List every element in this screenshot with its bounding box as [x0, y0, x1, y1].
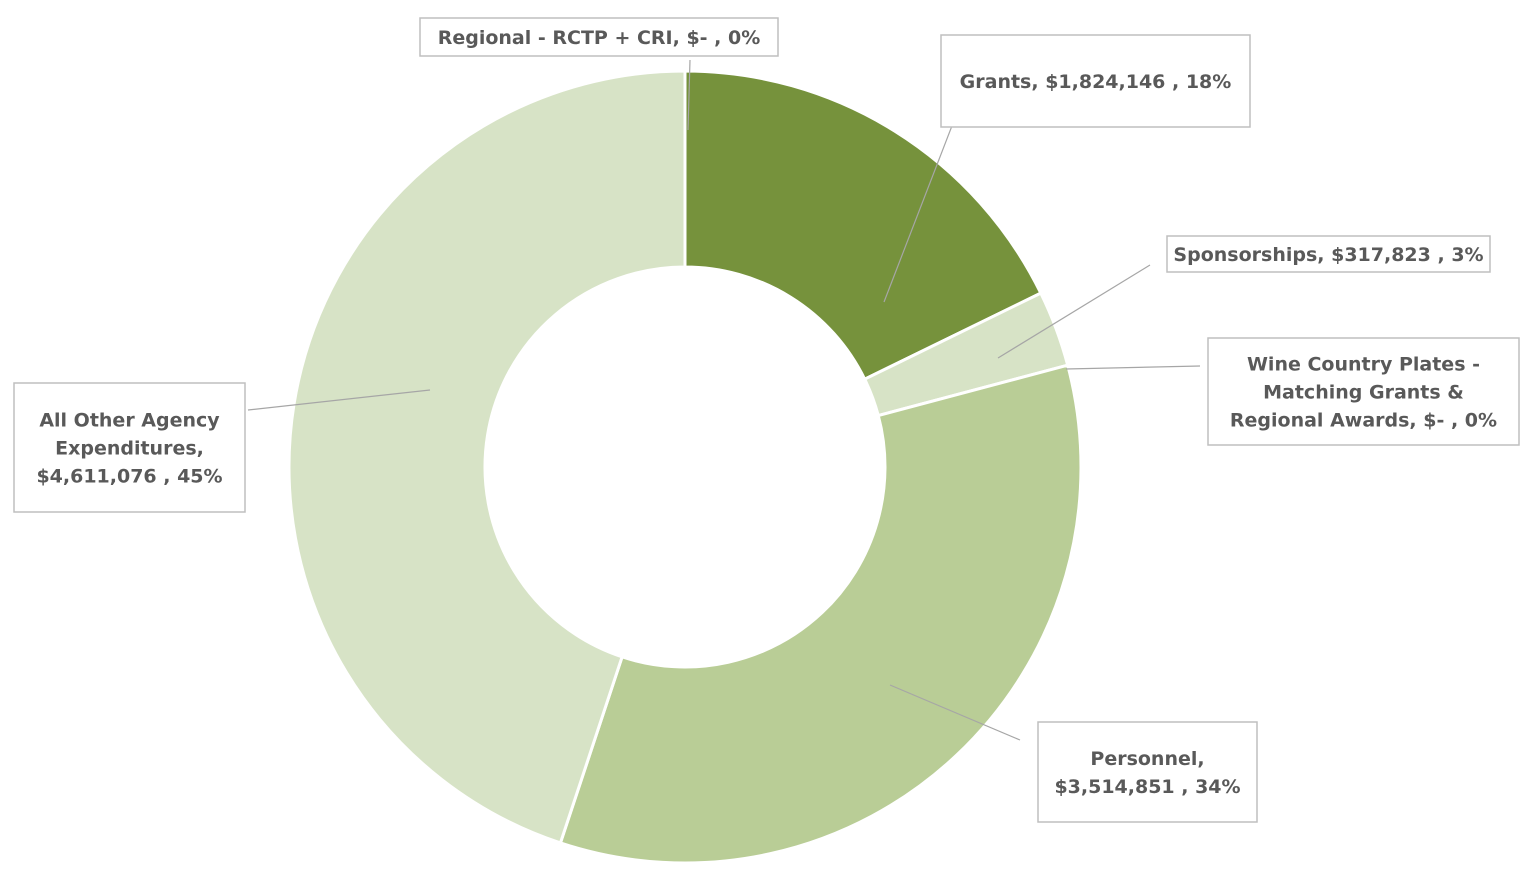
slice-all-other-agency-expenditures — [287, 69, 687, 845]
leader-line — [247, 389, 431, 411]
data-label: Personnel, $3,514,851 , 34% — [1037, 721, 1258, 823]
data-label-text: Wine Country Plates - — [1247, 354, 1480, 376]
slice-grants — [683, 69, 1043, 382]
donut-slices — [287, 69, 1083, 865]
data-label-box — [1037, 721, 1258, 823]
data-label-text: Expenditures, — [55, 438, 204, 460]
leader-line — [997, 264, 1151, 359]
data-label-box — [13, 382, 246, 513]
data-label-text: Personnel, — [1090, 748, 1204, 770]
data-label: Sponsorships, $317,823 , 3% — [1166, 235, 1491, 273]
data-label-text: Sponsorships, $317,823 , 3% — [1173, 244, 1483, 266]
data-label-box — [1207, 337, 1520, 446]
data-label-box — [1166, 235, 1491, 273]
data-label-text: $3,514,851 , 34% — [1054, 776, 1240, 798]
data-label: Wine Country Plates - Matching Grants & Re… — [1207, 337, 1520, 446]
data-label-box — [419, 17, 779, 57]
data-label-text: Regional - RCTP + CRI, $- , 0% — [438, 27, 761, 49]
leader-lines — [247, 59, 1201, 741]
data-label: All Other Agency Expenditures, $4,611,076 … — [13, 382, 246, 513]
data-label-text: Matching Grants & — [1263, 382, 1464, 404]
data-label-text: All Other Agency — [39, 410, 220, 432]
data-label-text: Regional Awards, $- , 0% — [1230, 410, 1497, 432]
leader-line — [889, 684, 1021, 741]
data-label: Regional - RCTP + CRI, $- , 0% — [419, 17, 779, 57]
slice-personnel — [558, 363, 1083, 865]
leader-line — [883, 117, 956, 303]
data-label-text: Grants, $1,824,146 , 18% — [960, 71, 1232, 93]
data-label: Grants, $1,824,146 , 18% — [940, 34, 1251, 128]
data-labels: Regional - RCTP + CRI, $- , 0% Grants, $1… — [13, 17, 1520, 823]
data-label-text: $4,611,076 , 45% — [36, 466, 222, 488]
leader-line — [687, 59, 691, 131]
leader-line — [1065, 365, 1201, 370]
data-label-box — [940, 34, 1251, 128]
